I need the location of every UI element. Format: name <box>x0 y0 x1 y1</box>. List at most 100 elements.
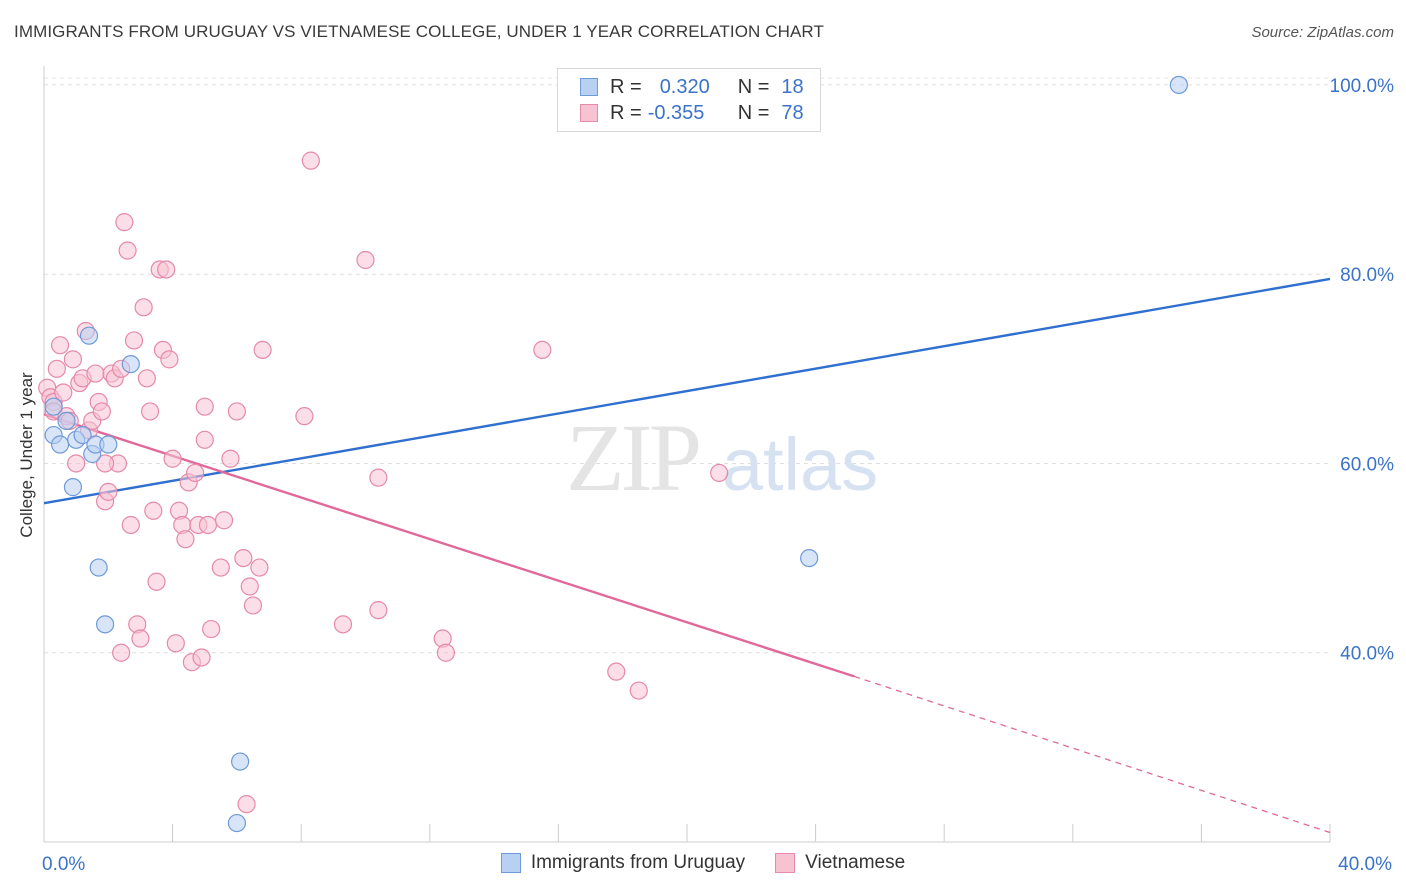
trendline-uruguay <box>43 277 1331 505</box>
point-vietnamese <box>253 340 272 360</box>
y-tick-label: 80.0% <box>1340 265 1394 286</box>
legend-r-label: R = <box>610 75 642 98</box>
point-vietnamese <box>163 449 182 468</box>
point-vietnamese <box>234 548 253 568</box>
point-vietnamese <box>140 402 160 421</box>
legend-r-uruguay: 0.320 <box>659 75 710 98</box>
point-vietnamese <box>166 634 185 653</box>
point-uruguay <box>1169 75 1188 95</box>
legend-item-uruguay: Immigrants from Uruguay <box>500 852 746 874</box>
x-tick-label: 0.0% <box>42 854 85 875</box>
y-tick-label: 100.0% <box>1330 76 1395 97</box>
legend-swatch-uruguay <box>580 78 598 96</box>
point-vietnamese <box>86 364 105 383</box>
point-uruguay <box>95 615 115 634</box>
point-vietnamese <box>160 350 179 369</box>
point-vietnamese <box>195 430 214 449</box>
x-tick-label: 40.0% <box>1338 854 1392 875</box>
legend-row-uruguay: R = 0.320 N = 18 <box>580 75 804 99</box>
point-uruguay <box>121 354 140 374</box>
point-vietnamese <box>147 572 166 591</box>
y-tick-label: 60.0% <box>1340 454 1394 475</box>
point-uruguay <box>50 435 70 454</box>
stats-legend: R = 0.320 N = 18 R = -0.355 N = 78 <box>557 68 821 132</box>
point-vietnamese <box>356 250 375 270</box>
point-vietnamese <box>144 501 163 520</box>
point-uruguay <box>99 435 118 454</box>
point-vietnamese <box>227 402 246 421</box>
series-legend: Immigrants from Uruguay Vietnamese <box>0 852 1406 874</box>
point-vietnamese <box>118 241 137 260</box>
point-vietnamese <box>99 482 118 501</box>
point-vietnamese <box>607 662 626 681</box>
point-vietnamese <box>295 407 314 426</box>
legend-label-uruguay: Immigrants from Uruguay <box>530 852 746 873</box>
watermark: ZIP atlas <box>566 404 878 511</box>
watermark-zip: ZIP <box>566 404 699 511</box>
point-vietnamese <box>67 454 86 473</box>
legend-n-vietnamese: 78 <box>781 101 804 124</box>
legend-row-vietnamese: R = -0.355 N = 78 <box>580 101 804 125</box>
chart-title: IMMIGRANTS FROM URUGUAY VS VIETNAMESE CO… <box>14 22 824 41</box>
point-uruguay <box>227 813 246 833</box>
point-vietnamese <box>131 629 150 648</box>
legend-n-uruguay: 18 <box>781 75 804 98</box>
point-uruguay <box>800 548 819 568</box>
point-vietnamese <box>221 449 240 468</box>
y-axis-label: College, Under 1 year <box>17 372 36 538</box>
point-vietnamese <box>202 619 221 639</box>
source-label: Source: ZipAtlas.com <box>1251 24 1394 41</box>
legend-swatch-vietnamese <box>775 853 796 873</box>
legend-item-vietnamese: Vietnamese <box>775 852 905 874</box>
point-vietnamese <box>369 601 388 620</box>
point-vietnamese <box>214 511 234 530</box>
legend-r-label: R = <box>610 101 642 124</box>
point-uruguay <box>57 411 76 430</box>
point-vietnamese <box>124 331 144 350</box>
trendline-extension-vietnamese <box>853 675 1331 834</box>
point-vietnamese <box>186 463 205 483</box>
point-vietnamese <box>301 151 320 170</box>
legend-n-label: N = <box>737 101 770 124</box>
point-vietnamese <box>115 213 134 232</box>
data-points <box>38 75 1188 833</box>
point-vietnamese <box>121 515 140 535</box>
point-vietnamese <box>54 383 73 402</box>
point-vietnamese <box>47 359 66 378</box>
point-vietnamese <box>243 596 263 615</box>
point-uruguay <box>44 397 63 416</box>
point-vietnamese <box>92 402 111 421</box>
point-vietnamese <box>237 795 256 814</box>
point-vietnamese <box>95 454 115 473</box>
point-uruguay <box>89 558 108 577</box>
point-vietnamese <box>195 397 214 416</box>
point-vietnamese <box>250 558 269 577</box>
legend-r-vietnamese: -0.355 <box>647 101 705 124</box>
point-vietnamese <box>710 463 729 483</box>
point-vietnamese <box>134 298 153 317</box>
point-vietnamese <box>157 260 176 279</box>
point-vietnamese <box>333 615 353 634</box>
point-vietnamese <box>369 468 388 487</box>
legend-swatch-vietnamese <box>580 104 598 122</box>
legend-swatch-uruguay <box>500 853 521 873</box>
point-vietnamese <box>50 336 70 355</box>
point-vietnamese <box>176 530 195 549</box>
point-vietnamese <box>192 648 211 667</box>
tick-labels: 40.0% 60.0% 80.0% 100.0% 0.0% 40.0% <box>42 76 1394 875</box>
legend-n-label: N = <box>737 75 770 98</box>
point-vietnamese <box>533 340 552 360</box>
point-uruguay <box>231 752 250 771</box>
watermark-atlas: atlas <box>722 423 878 506</box>
point-vietnamese <box>436 643 455 662</box>
y-tick-label: 40.0% <box>1340 644 1394 665</box>
point-vietnamese <box>198 515 218 535</box>
point-vietnamese <box>629 681 648 700</box>
point-uruguay <box>73 425 92 445</box>
point-vietnamese <box>137 369 156 388</box>
legend-label-vietnamese: Vietnamese <box>805 852 906 873</box>
point-vietnamese <box>211 558 230 577</box>
point-uruguay <box>63 478 83 497</box>
point-vietnamese <box>63 350 83 369</box>
